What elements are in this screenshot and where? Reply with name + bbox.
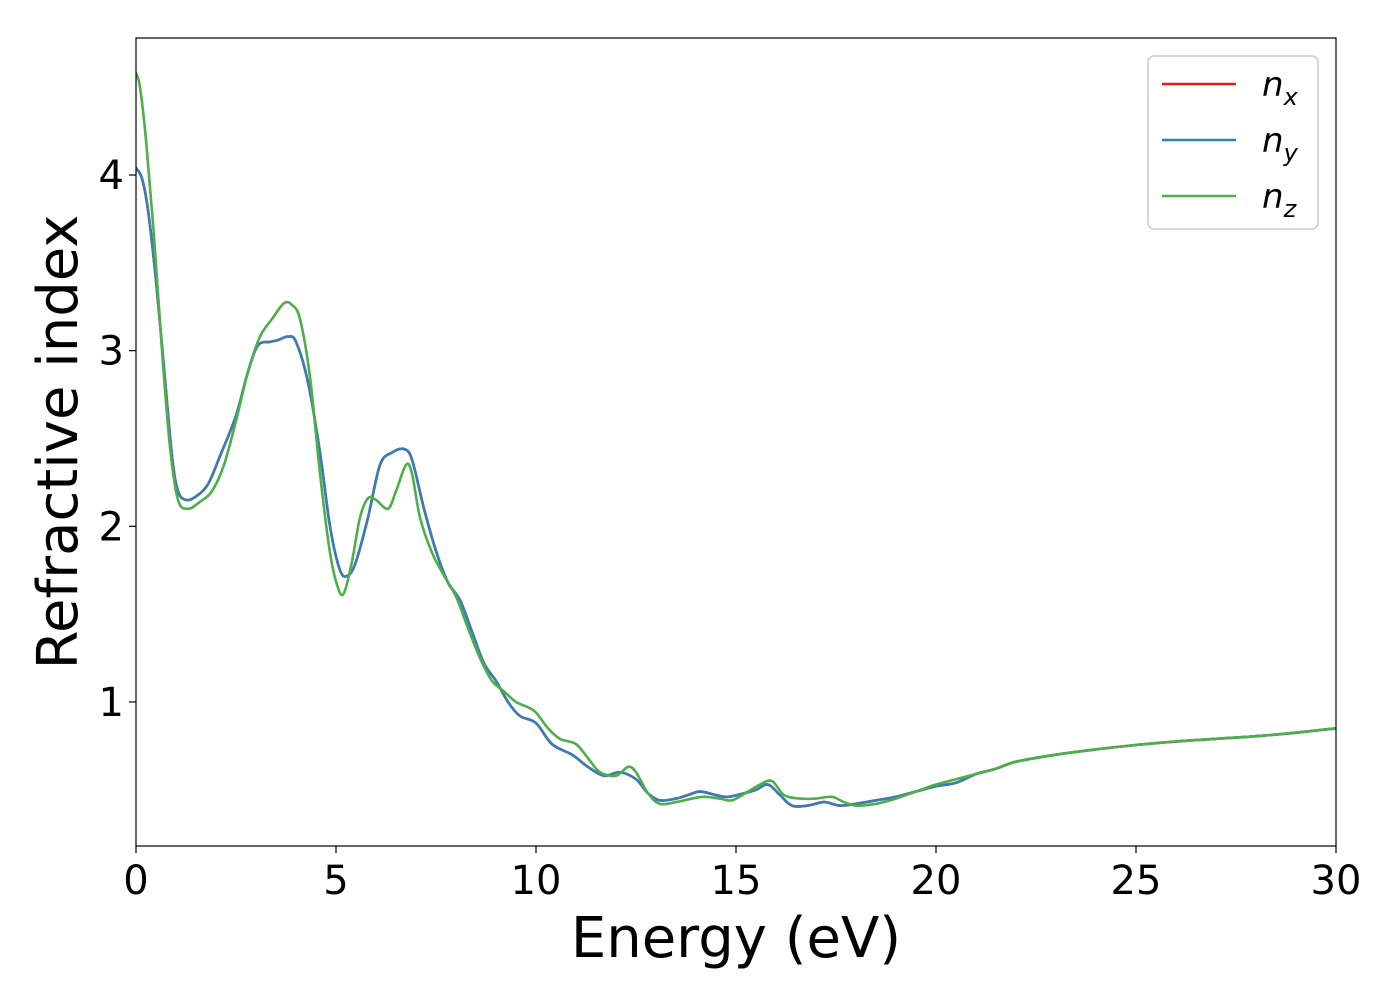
legend-label-nz: nz xyxy=(1262,177,1298,223)
x-tick-label: 30 xyxy=(1311,858,1362,904)
legend-label-ny: ny xyxy=(1262,121,1299,167)
x-tick-label: 20 xyxy=(911,858,962,904)
y-axis: 1 2 3 4 xyxy=(99,153,136,726)
x-tick-label: 0 xyxy=(123,858,148,904)
legend-label-subscript: x xyxy=(1283,83,1299,111)
legend-box xyxy=(1147,55,1319,230)
y-tick-label: 3 xyxy=(99,329,124,375)
x-tick-label: 25 xyxy=(1111,858,1162,904)
x-axis-label: Energy (eV) xyxy=(571,906,901,971)
series-line-nz xyxy=(136,71,1336,807)
x-axis: 0 5 10 15 20 25 30 xyxy=(123,846,1361,904)
y-tick-label: 2 xyxy=(99,504,124,550)
x-tick-label: 5 xyxy=(323,858,348,904)
legend-label-subscript: z xyxy=(1283,195,1298,223)
x-tick-label: 15 xyxy=(711,858,762,904)
legend-label-nx: nx xyxy=(1262,65,1299,111)
y-tick-label: 1 xyxy=(99,680,124,726)
legend-label-subscript: y xyxy=(1283,139,1299,167)
legend-label-base: n xyxy=(1262,177,1284,217)
y-axis-label: Refractive index xyxy=(26,215,91,670)
legend-label-base: n xyxy=(1262,65,1284,105)
series-layer xyxy=(136,71,1336,808)
x-tick-label: 10 xyxy=(511,858,562,904)
legend-label-base: n xyxy=(1262,121,1284,161)
y-tick-label: 4 xyxy=(99,153,124,199)
